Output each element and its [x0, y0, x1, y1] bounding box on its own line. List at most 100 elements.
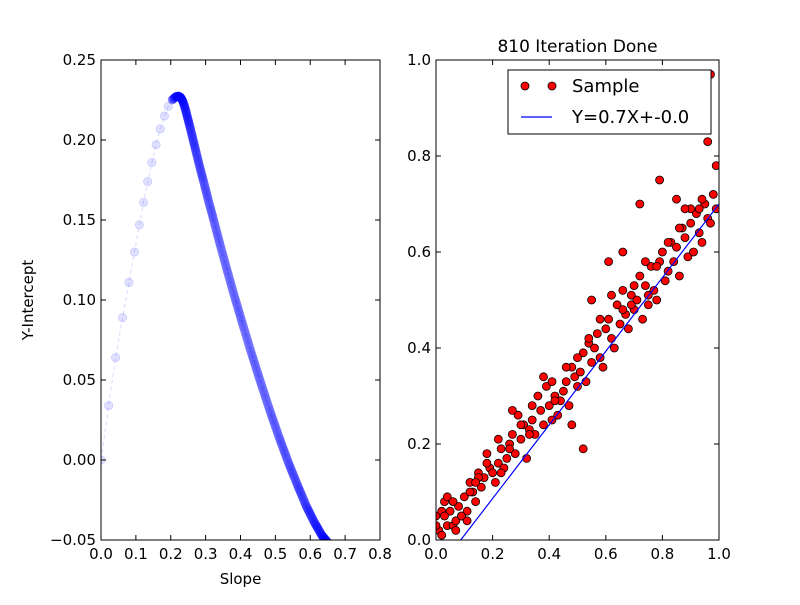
left-path-point — [213, 233, 223, 243]
left-path-point — [187, 131, 197, 141]
left-path-point — [350, 563, 358, 571]
left-path-point — [281, 450, 291, 460]
left-path-point — [210, 219, 220, 229]
left-path-point — [248, 352, 258, 362]
left-path-point — [306, 511, 316, 521]
left-path-point — [350, 563, 358, 571]
sample-point — [618, 305, 628, 315]
left-path-point — [211, 223, 221, 233]
left-path-point — [279, 445, 289, 455]
left-path-point — [350, 563, 358, 571]
left-path-point — [176, 94, 186, 104]
right-y-axis-ticks: 0.0 0.2 0.4 0.6 0.8 1.0 — [407, 51, 719, 549]
left-path-point — [202, 188, 212, 198]
left-path-point — [349, 563, 357, 571]
left-path-point — [303, 504, 313, 514]
left-path-point — [240, 325, 250, 335]
left-path-point — [198, 172, 208, 182]
left-y-axis-label: Y-Intercept — [19, 260, 37, 342]
left-path-point — [176, 92, 186, 102]
sample-point — [686, 218, 696, 228]
left-path-point — [319, 533, 329, 540]
left-path-point — [210, 221, 220, 231]
left-path-point — [350, 563, 358, 571]
left-path-point — [259, 388, 269, 398]
left-path-point — [278, 444, 288, 454]
left-path-point — [160, 111, 170, 121]
sample-point — [459, 492, 469, 502]
left-path-point — [308, 516, 318, 526]
left-path-point — [207, 207, 217, 217]
left-path-point — [280, 449, 290, 459]
left-path-point — [349, 563, 357, 571]
left-path-point — [284, 459, 294, 469]
left-path-point — [175, 92, 185, 102]
left-path-point — [350, 563, 358, 571]
left-path-point — [181, 108, 191, 118]
sample-point — [437, 530, 447, 540]
left-path-point — [178, 97, 188, 107]
left-path-point — [194, 157, 204, 167]
left-path-point — [220, 256, 230, 266]
left-path-point — [349, 563, 357, 571]
left-path-point — [227, 283, 237, 293]
left-path-point — [189, 139, 199, 149]
left-path-point — [171, 92, 181, 102]
left-path-point — [316, 528, 326, 538]
left-path-point — [192, 152, 202, 162]
left-path-point — [240, 328, 250, 338]
left-path-point — [253, 370, 263, 380]
left-y-tick-label: 0.05 — [63, 371, 96, 389]
left-path-point — [210, 220, 220, 230]
left-path-point — [271, 425, 281, 435]
right-x-tick-label: 0.4 — [537, 545, 561, 563]
right-panel: 0.0 0.2 0.4 0.6 0.8 1.0 0.0 0.2 0.4 0.6 0.8 1.0 81… — [407, 37, 731, 563]
left-path-point — [234, 307, 244, 317]
left-x-tick-label: 0.3 — [194, 545, 218, 563]
left-path-point — [180, 103, 190, 113]
left-path-point — [182, 109, 192, 119]
left-x-tick-label: 0.5 — [263, 545, 287, 563]
left-path-point — [349, 562, 357, 570]
left-path-point — [171, 92, 181, 102]
left-path-point — [189, 139, 199, 149]
left-path-point — [348, 562, 356, 570]
left-path-point — [229, 289, 239, 299]
left-path-point — [209, 217, 219, 227]
left-path-point — [175, 92, 185, 102]
left-path-point — [350, 563, 358, 571]
left-path-point — [215, 238, 225, 248]
left-path-point — [285, 463, 295, 473]
left-path-point — [303, 504, 313, 514]
left-path-point — [201, 185, 211, 195]
left-path-point — [190, 142, 200, 152]
sample-point — [561, 362, 571, 372]
left-path-point — [173, 91, 183, 101]
left-path-point — [315, 526, 325, 536]
left-path-point — [174, 91, 184, 101]
sample-point — [496, 444, 506, 454]
left-path-point — [349, 563, 357, 571]
sample-point — [629, 281, 639, 291]
left-path-point — [249, 355, 259, 365]
left-path-point — [200, 180, 210, 190]
left-path-point — [264, 403, 274, 413]
sample-point — [683, 252, 693, 262]
left-path-point — [309, 517, 319, 527]
left-path-point — [350, 563, 358, 571]
sample-point — [448, 497, 458, 507]
left-path-point — [304, 507, 314, 517]
left-path-point — [185, 122, 195, 132]
left-path-point — [251, 362, 261, 372]
left-path-point — [192, 151, 202, 161]
sample-point — [457, 511, 466, 521]
left-path-point — [254, 373, 264, 383]
left-path-point — [299, 495, 309, 505]
sample-point — [694, 204, 704, 214]
left-path-point — [203, 194, 213, 204]
left-path-point — [311, 521, 321, 531]
left-path-point — [181, 107, 191, 117]
left-path-point — [238, 319, 248, 329]
left-path-point — [169, 93, 179, 103]
sample-point — [587, 357, 596, 367]
